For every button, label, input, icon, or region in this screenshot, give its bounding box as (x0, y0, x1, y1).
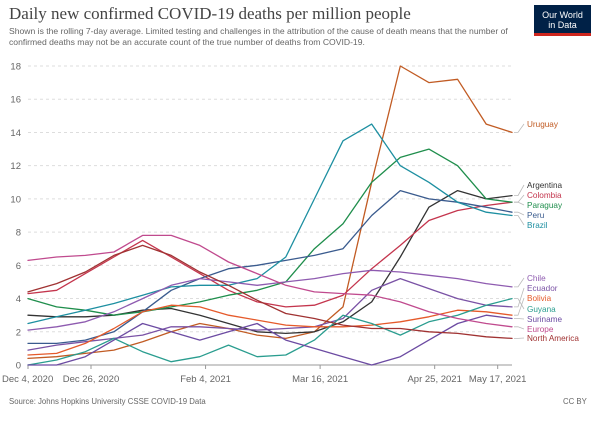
series-label-chile: Chile (527, 274, 546, 283)
license-link[interactable]: CC BY (563, 397, 587, 406)
series-line-argentina (27, 189, 513, 335)
leader-line-guyana (514, 298, 525, 310)
leader-line-bolivia (514, 297, 525, 316)
series-line-europe (27, 234, 513, 328)
leader-line-paraguay (514, 201, 525, 206)
x-tick-label-4: Apr 25, 2021 (407, 374, 461, 385)
series-label-brazil: Brazil (527, 221, 548, 230)
y-tick-label-8: 8 (16, 228, 21, 239)
series-line-north-america (27, 244, 513, 340)
series-line-guyana (27, 297, 513, 366)
series-line-brazil (27, 123, 513, 325)
y-tick-label-12: 12 (10, 161, 21, 172)
series-label-paraguay: Paraguay (527, 201, 563, 210)
series-line-bolivia (27, 304, 513, 356)
series-label-ecuador: Ecuador (527, 284, 558, 293)
series-line-paraguay (27, 148, 513, 316)
series-line-uruguay (27, 65, 513, 360)
chart-title: Daily new confirmed COVID-19 deaths per … (9, 4, 411, 23)
series-label-suriname: Suriname (527, 315, 562, 324)
x-tick-label-3: Mar 16, 2021 (292, 374, 348, 385)
logo-line-1: Our World (542, 10, 583, 20)
leader-line-suriname (514, 318, 525, 320)
owid-logo[interactable]: Our World in Data (534, 5, 591, 36)
series-line-chile (27, 269, 513, 331)
series-label-guyana: Guyana (527, 305, 556, 314)
y-tick-label-14: 14 (10, 128, 21, 139)
x-tick-label-1: Dec 26, 2020 (63, 374, 120, 385)
y-tick-label-18: 18 (10, 62, 21, 73)
y-tick-label-6: 6 (16, 261, 21, 272)
series-label-colombia: Colombia (527, 191, 562, 200)
series-line-peru (27, 189, 513, 345)
y-tick-label-4: 4 (16, 294, 21, 305)
leader-line-ecuador (514, 287, 525, 308)
y-tick-label-16: 16 (10, 95, 21, 106)
leader-line-colombia (514, 194, 525, 203)
series-line-ecuador (27, 277, 513, 351)
leader-line-argentina (514, 184, 525, 197)
series-line-suriname (27, 314, 513, 366)
leader-line-uruguay (514, 123, 525, 133)
x-tick-label-5: May 17, 2021 (469, 374, 527, 385)
series-label-north-america: North America (527, 334, 579, 343)
y-tick-label-0: 0 (16, 361, 21, 372)
series-label-bolivia: Bolivia (527, 294, 552, 303)
series-label-uruguay: Uruguay (527, 120, 559, 129)
leader-line-chile (514, 277, 525, 288)
series-label-argentina: Argentina (527, 181, 562, 190)
chart-subtitle: Shown is the rolling 7-day average. Limi… (9, 26, 508, 47)
y-tick-label-2: 2 (16, 327, 21, 338)
leader-line-peru (514, 211, 525, 216)
leader-line-europe (514, 326, 525, 330)
series-line-colombia (27, 201, 513, 308)
series-label-europe: Europe (527, 325, 554, 334)
x-tick-label-0: Dec 4, 2020 (2, 374, 53, 385)
x-tick-label-2: Feb 4, 2021 (180, 374, 231, 385)
y-tick-label-10: 10 (10, 194, 21, 205)
series-label-peru: Peru (527, 211, 545, 220)
leader-line-brazil (514, 215, 525, 226)
logo-line-2: in Data (548, 20, 577, 30)
source-note: Source: Johns Hopkins University CSSE CO… (9, 397, 206, 406)
